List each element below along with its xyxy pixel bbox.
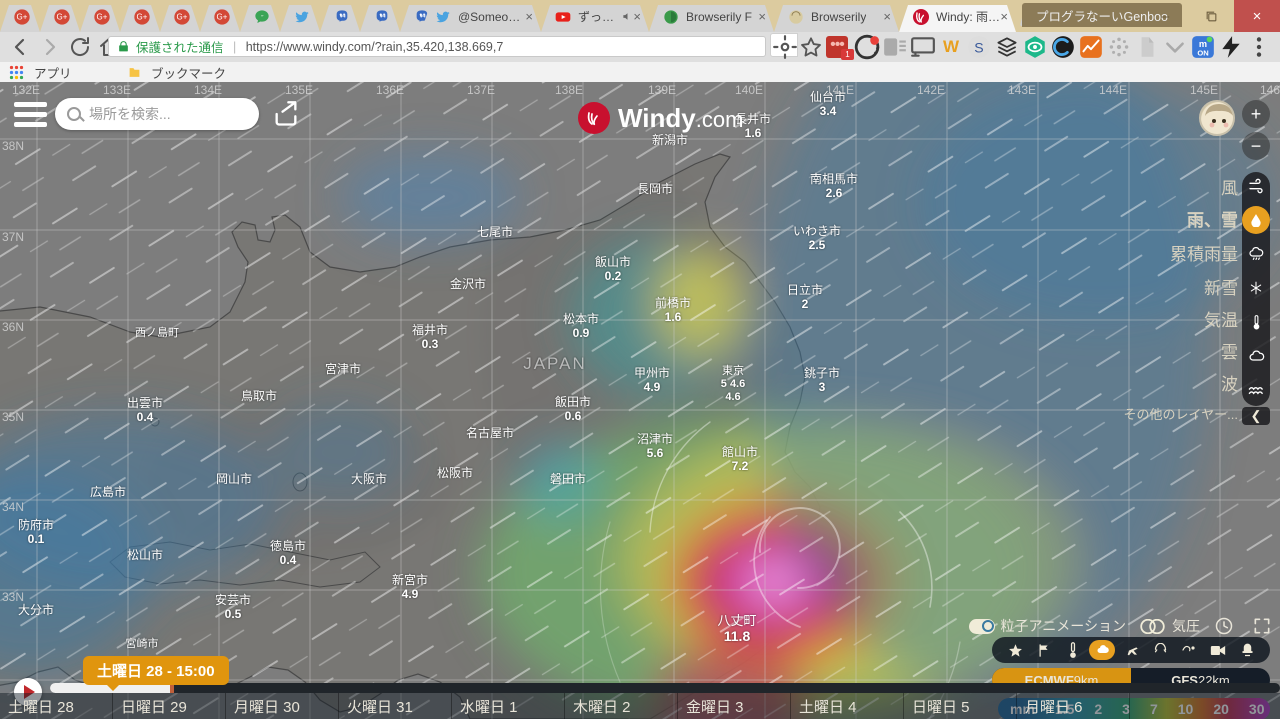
svg-text:G+: G+ xyxy=(97,12,108,21)
svg-text:G+: G+ xyxy=(217,12,228,21)
svg-text:G+: G+ xyxy=(57,12,68,21)
svg-text:G+: G+ xyxy=(177,12,188,21)
svg-text:”: ” xyxy=(261,14,264,20)
svg-text:S: S xyxy=(974,39,983,55)
svg-text:G+: G+ xyxy=(137,12,148,21)
svg-text:G+: G+ xyxy=(17,12,28,21)
svg-text:ON: ON xyxy=(1197,49,1208,58)
svg-text:m: m xyxy=(1199,39,1207,49)
